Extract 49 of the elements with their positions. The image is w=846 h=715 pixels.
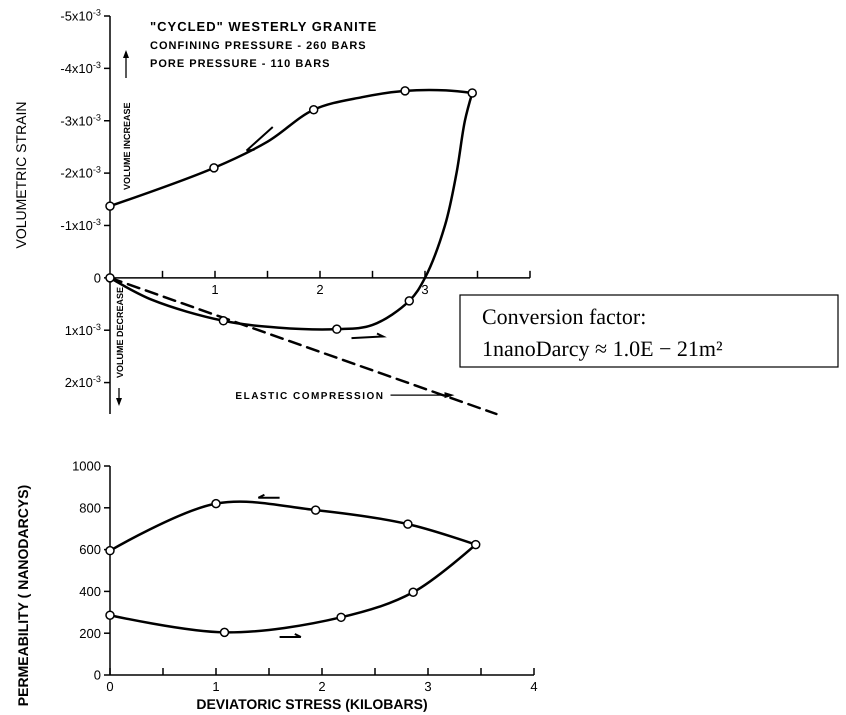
- x-tick-label: 0: [106, 679, 114, 694]
- x-tick-label: 1: [211, 282, 219, 297]
- y-tick-label: -1x10$^{-3}$: [60, 217, 101, 234]
- point: [105, 610, 115, 620]
- x-tick-label: 4: [530, 679, 538, 694]
- y-tick-label: -5x10$^{-3}$: [60, 8, 101, 24]
- annotation: CONFINING PRESSURE - 260 BARS: [150, 40, 367, 52]
- x-axis-title: DEVIATORIC STRESS (KILOBARS): [196, 696, 428, 712]
- point: [408, 587, 418, 597]
- point: [105, 201, 115, 211]
- y-tick-label: -4x10$^{-3}$: [60, 60, 101, 76]
- annotation: 1nanoDarcy ≈ 1.0E − 21m²: [482, 336, 724, 361]
- x-tick-label: 3: [421, 282, 429, 297]
- y-axis-title: PERMEABILITY ( NANODARCYS): [15, 484, 31, 706]
- point: [209, 163, 219, 173]
- annotation: Conversion factor:: [482, 304, 646, 329]
- y-tick-label: 800: [79, 500, 101, 516]
- y-tick-label: 2x10$^{-3}$: [64, 374, 101, 390]
- y-tick-label: 0: [94, 270, 101, 286]
- x-tick-label: 2: [318, 679, 326, 694]
- y-tick-label: 1000: [72, 458, 101, 474]
- x-tick-label: 2: [316, 282, 324, 297]
- point: [336, 612, 346, 622]
- annotation: PORE PRESSURE - 110 BARS: [150, 58, 330, 70]
- point: [400, 86, 410, 96]
- point: [220, 628, 230, 638]
- annotation: VOLUME DECREASE: [115, 287, 125, 378]
- point: [404, 296, 414, 306]
- x-tick-label: 1: [212, 679, 220, 694]
- y-tick-label: -2x10$^{-3}$: [60, 164, 101, 181]
- point: [332, 324, 342, 334]
- point: [468, 88, 477, 98]
- y-tick-label: 1x10$^{-3}$: [64, 322, 101, 338]
- point: [211, 498, 221, 508]
- chart-title: "CYCLED" WESTERLY GRANITE: [150, 19, 378, 34]
- annotation: ELASTIC COMPRESSION: [235, 391, 384, 402]
- point: [310, 505, 320, 515]
- x-tick-label: 3: [424, 679, 432, 694]
- annotation: VOLUME INCREASE: [122, 102, 132, 190]
- y-axis-title: VOLUMETRIC STRAIN: [13, 101, 29, 249]
- point: [403, 519, 413, 529]
- y-tick-label: -3x10$^{-3}$: [60, 112, 101, 128]
- y-tick-label: 600: [79, 542, 101, 558]
- y-tick-label: 400: [79, 584, 101, 599]
- point: [218, 316, 228, 326]
- point: [308, 104, 318, 114]
- y-tick-label: 200: [79, 626, 101, 641]
- y-tick-label: 0: [94, 668, 101, 683]
- point: [470, 540, 480, 550]
